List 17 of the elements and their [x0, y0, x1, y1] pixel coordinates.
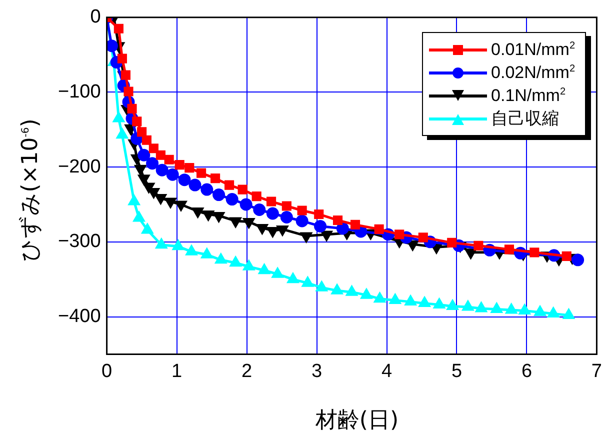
x-tick-label: 1 — [171, 360, 182, 382]
y-tick-label: −100 — [58, 81, 101, 102]
x-tick-label: 7 — [591, 360, 602, 382]
legend-label: 0.01N/mm$^{2}$ — [491, 40, 575, 60]
x-tick-label: 2 — [241, 360, 252, 382]
x-tick-label: 6 — [521, 360, 532, 382]
y-tick-label: 0 — [90, 6, 101, 28]
x-tick-label: 5 — [451, 360, 462, 382]
x-axis-title: 材齢(日) — [315, 407, 399, 435]
legend-label: 自己収縮 — [491, 108, 560, 130]
legend-label: 0.02N/mm$^{2}$ — [491, 62, 575, 82]
y-tick-label: −200 — [58, 156, 101, 178]
x-tick-label: 4 — [381, 360, 392, 382]
legend-label: 0.1N/mm$^{2}$ — [491, 86, 566, 106]
y-tick-label: −400 — [58, 306, 101, 328]
x-tick-label: 3 — [311, 360, 322, 382]
y-tick-label: −300 — [58, 231, 101, 252]
